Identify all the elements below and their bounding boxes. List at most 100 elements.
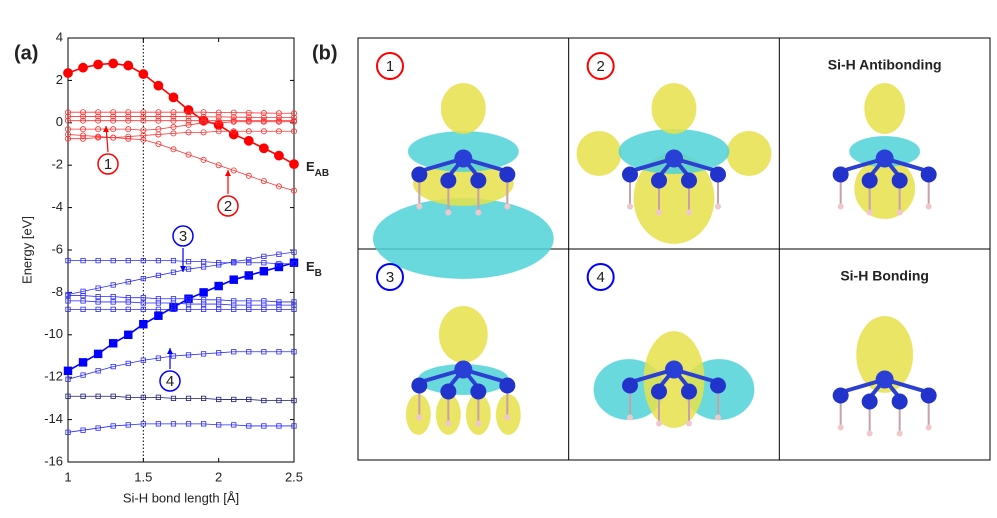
data-point (155, 257, 162, 264)
data-point (215, 109, 222, 116)
data-point (123, 60, 134, 71)
atom-h (925, 424, 932, 431)
data-point (65, 135, 72, 142)
data-point (200, 306, 207, 312)
data-point (230, 128, 237, 135)
annotation-circle (217, 195, 239, 217)
data-point (140, 113, 147, 120)
series-line (67, 251, 295, 295)
panel-title: Si-H Antibonding (828, 57, 942, 73)
atom-h (445, 209, 452, 216)
atom-si (832, 166, 849, 183)
data-point (155, 421, 162, 427)
data-point (170, 124, 177, 131)
atom-si (622, 377, 638, 394)
data-point (125, 306, 131, 312)
data-point (231, 306, 237, 312)
data-point (110, 257, 116, 264)
data-point (65, 257, 71, 264)
y-tick-label: -16 (44, 453, 63, 468)
data-point (170, 113, 177, 120)
arrow-head (180, 266, 186, 272)
data-point (231, 396, 237, 403)
data-point (125, 113, 132, 120)
data-point (290, 114, 297, 121)
data-point (245, 109, 252, 116)
data-point (216, 262, 222, 268)
data-point (215, 119, 222, 126)
orbital-lobe (372, 198, 554, 279)
data-point (125, 394, 131, 400)
data-point (95, 306, 101, 312)
atom-si (681, 383, 697, 400)
data-point (80, 298, 86, 304)
data-point (291, 349, 297, 355)
data-point (291, 261, 297, 267)
data-point (290, 110, 297, 117)
data-point (155, 131, 162, 138)
atom-si (651, 383, 667, 400)
atom-h (866, 209, 873, 216)
atom-si (440, 172, 457, 189)
data-point (125, 126, 132, 133)
data-point (140, 276, 146, 282)
data-point (95, 109, 102, 116)
data-point (80, 306, 86, 312)
data-point (110, 306, 116, 312)
atom-si (875, 149, 894, 168)
data-point (95, 285, 101, 291)
atom-h (627, 414, 633, 421)
atom-si (891, 172, 908, 189)
atom-si (891, 393, 908, 410)
data-point (125, 117, 132, 124)
atom-si (470, 383, 487, 400)
annotation-number: 1 (104, 156, 112, 173)
data-point (155, 355, 162, 361)
series-label-sub: AB (315, 168, 329, 179)
data-point (95, 117, 102, 124)
y-tick-label: -10 (44, 326, 63, 341)
data-point (80, 135, 87, 142)
data-point (200, 301, 207, 307)
atom-si (499, 377, 516, 394)
data-point (93, 349, 103, 359)
data-point (80, 132, 87, 139)
data-point (170, 395, 177, 402)
data-point (125, 422, 131, 428)
data-point (125, 299, 131, 305)
data-point (110, 282, 116, 288)
data-point (170, 130, 177, 137)
panel-number-circle (586, 52, 615, 80)
atom-h (504, 203, 511, 210)
arrow-head (225, 170, 231, 176)
data-point (290, 128, 297, 135)
data-point (183, 105, 194, 115)
series-line (67, 261, 295, 372)
data-point (140, 136, 147, 143)
data-point (185, 109, 192, 116)
data-point (276, 261, 282, 267)
data-point (261, 306, 267, 312)
data-point (155, 140, 162, 147)
y-tick-label: -4 (51, 199, 63, 214)
arrow-head (167, 348, 173, 354)
atom-si (832, 387, 849, 404)
data-point (289, 258, 299, 267)
atom-si (920, 166, 937, 183)
data-point (170, 269, 177, 275)
data-point (170, 117, 177, 124)
y-tick-label: 4 (56, 29, 63, 44)
data-point (170, 306, 177, 312)
series-line (68, 111, 294, 114)
data-point (155, 394, 162, 400)
data-point (110, 363, 116, 370)
data-point (243, 135, 254, 146)
atom-h (627, 203, 633, 210)
data-point (95, 113, 102, 120)
data-point (200, 351, 207, 357)
series-line (68, 300, 294, 306)
atom-si (651, 172, 667, 189)
data-point (291, 397, 297, 404)
y-tick-label: -6 (51, 241, 63, 256)
data-point (215, 162, 222, 169)
